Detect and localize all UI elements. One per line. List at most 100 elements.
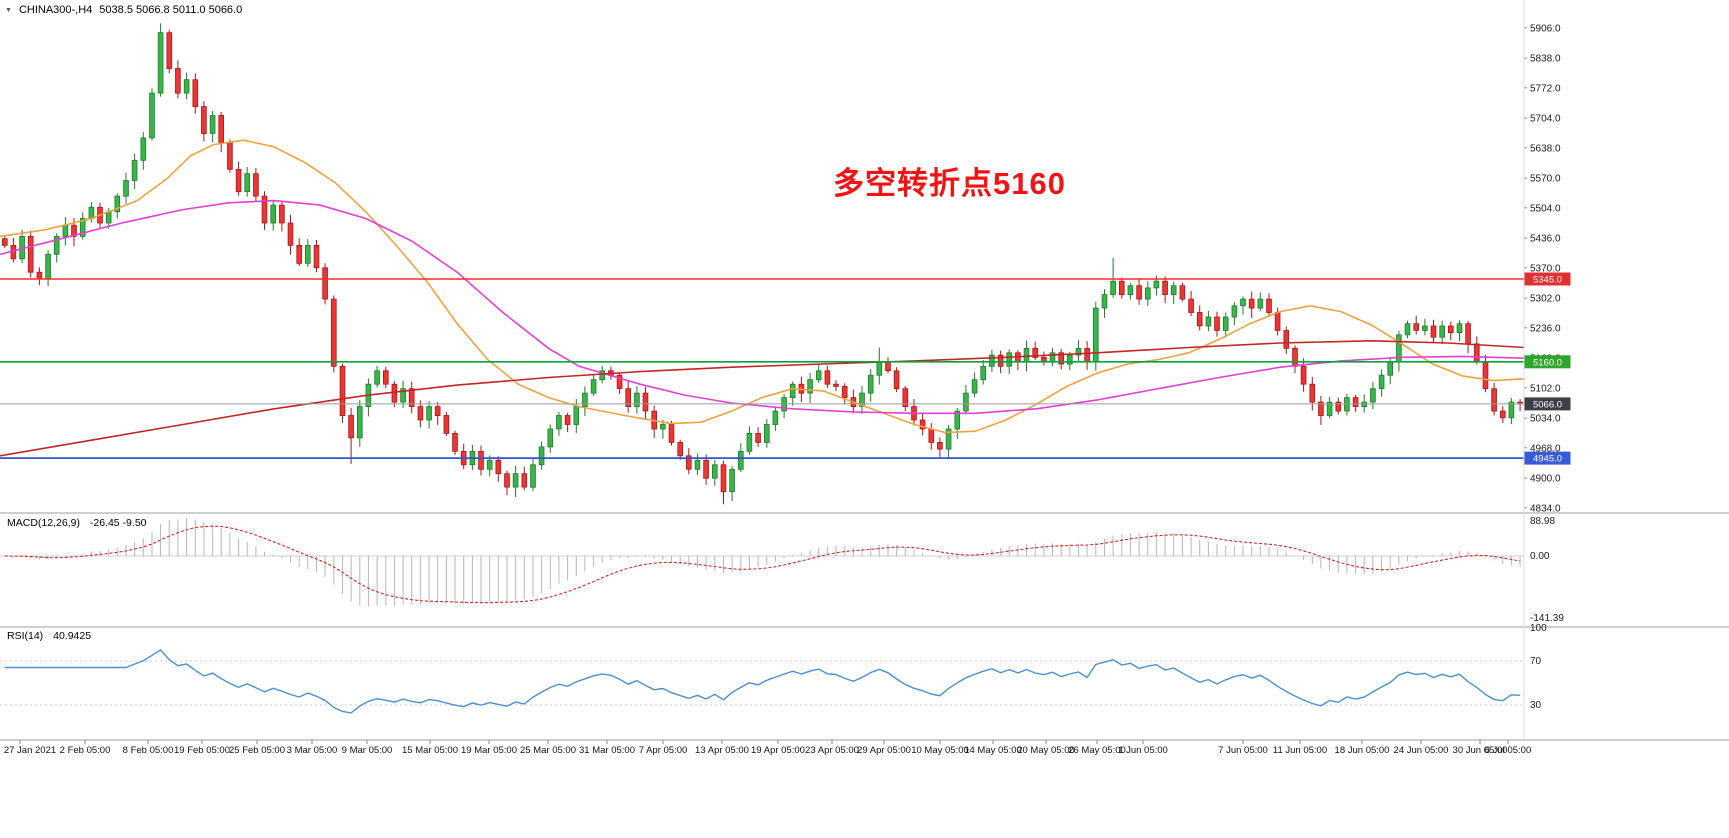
price-axis-label: 5504.0 bbox=[1530, 203, 1561, 214]
candle bbox=[114, 193, 121, 219]
date-label: 19 Feb 05:00 bbox=[174, 745, 230, 756]
candle bbox=[919, 413, 926, 436]
candle bbox=[1015, 350, 1021, 371]
price-axis-label: 5436.0 bbox=[1530, 234, 1561, 245]
price-axis-label: 5034.0 bbox=[1530, 414, 1561, 425]
candle bbox=[296, 238, 302, 266]
candle bbox=[1205, 310, 1212, 332]
candle bbox=[348, 407, 354, 464]
candle bbox=[512, 465, 519, 497]
candle bbox=[123, 172, 129, 204]
candle bbox=[382, 366, 389, 389]
candle bbox=[1041, 351, 1047, 366]
price-axis-label: 5906.0 bbox=[1530, 23, 1561, 34]
candle bbox=[434, 402, 441, 425]
candle bbox=[729, 466, 735, 502]
candle bbox=[1300, 358, 1307, 392]
date-label: 30 Jun 05:00 bbox=[1453, 745, 1508, 756]
candle bbox=[235, 161, 242, 196]
candle bbox=[625, 380, 631, 413]
candle bbox=[1378, 369, 1385, 397]
candle bbox=[218, 111, 225, 153]
candle bbox=[746, 426, 753, 455]
candle bbox=[304, 239, 311, 267]
candle bbox=[227, 139, 233, 173]
candle bbox=[36, 267, 43, 286]
candle bbox=[443, 411, 450, 437]
candle bbox=[356, 399, 363, 447]
candle bbox=[253, 167, 259, 202]
candle bbox=[374, 365, 380, 388]
candle bbox=[1196, 305, 1203, 331]
candle bbox=[1430, 319, 1437, 343]
candle bbox=[201, 101, 207, 142]
candle bbox=[1283, 326, 1290, 355]
price-badge bbox=[1524, 397, 1571, 411]
candle bbox=[261, 191, 268, 230]
candle bbox=[764, 419, 770, 448]
candle bbox=[1145, 281, 1151, 306]
macd-axis-label: 0.00 bbox=[1530, 551, 1550, 562]
price-badge-label: 5160.0 bbox=[1533, 357, 1562, 368]
candle bbox=[668, 420, 675, 446]
candle bbox=[1058, 348, 1065, 370]
candle bbox=[1396, 330, 1402, 372]
candle bbox=[209, 111, 216, 143]
candle bbox=[616, 372, 623, 394]
price-axis-label: 4834.0 bbox=[1530, 503, 1561, 514]
candle bbox=[1439, 320, 1446, 344]
rsi-label: RSI(14) 40.9425 bbox=[7, 630, 91, 642]
date-label: 15 Mar 05:00 bbox=[402, 745, 458, 756]
date-label: 18 Jun 05:00 bbox=[1335, 745, 1390, 756]
date-label: 13 Apr 05:00 bbox=[695, 745, 749, 756]
date-label: 24 Jun 05:00 bbox=[1394, 745, 1449, 756]
price-badge bbox=[1524, 272, 1571, 286]
candle bbox=[564, 412, 571, 433]
candle bbox=[1404, 320, 1411, 339]
ohlc-values: 5038.5 5066.8 5011.0 5066.0 bbox=[99, 4, 243, 16]
candle bbox=[1110, 257, 1116, 298]
candle bbox=[157, 23, 164, 97]
candle bbox=[1119, 277, 1125, 299]
candle bbox=[859, 386, 865, 415]
date-label: 11 Jun 05:00 bbox=[1273, 745, 1327, 756]
candle bbox=[1179, 282, 1186, 302]
candle bbox=[1084, 341, 1090, 370]
candle bbox=[928, 423, 935, 450]
candles-layer bbox=[2, 23, 1523, 505]
candle bbox=[27, 230, 34, 278]
annotation-text[interactable]: 多空转折点5160 bbox=[833, 166, 1066, 201]
symbol-marker-icon: ▼ bbox=[5, 6, 12, 14]
candle bbox=[62, 217, 69, 246]
candle bbox=[824, 365, 831, 389]
candle bbox=[686, 448, 692, 475]
date-label: 20 May 05:00 bbox=[1017, 745, 1075, 756]
price-badge-label: 5345.0 bbox=[1533, 275, 1562, 286]
price-axis-label: 5838.0 bbox=[1530, 54, 1561, 65]
candle bbox=[495, 456, 502, 482]
candle bbox=[634, 386, 640, 414]
candle bbox=[1517, 399, 1523, 412]
candle bbox=[1448, 321, 1454, 341]
candle bbox=[885, 357, 891, 374]
candle bbox=[417, 400, 424, 428]
candle bbox=[1482, 355, 1489, 393]
date-label: 7 Jun 05:00 bbox=[1218, 745, 1268, 756]
candle bbox=[408, 381, 415, 414]
candle bbox=[1188, 291, 1194, 317]
candle bbox=[538, 441, 545, 470]
candle bbox=[677, 439, 683, 460]
date-label: 3 Mar 05:00 bbox=[287, 745, 338, 756]
candle bbox=[149, 88, 155, 141]
price-axis-label: 5570.0 bbox=[1530, 174, 1561, 185]
candle bbox=[175, 60, 181, 99]
chart-header: ▼ CHINA300-,H4 5038.5 5066.8 5011.0 5066… bbox=[5, 4, 242, 16]
price-axis-label: 5370.0 bbox=[1530, 263, 1561, 274]
candle bbox=[452, 430, 458, 455]
symbol-timeframe: CHINA300-,H4 bbox=[18, 4, 93, 16]
candle bbox=[1318, 395, 1324, 425]
date-label: 19 Apr 05:00 bbox=[751, 745, 805, 756]
candle bbox=[287, 214, 294, 255]
